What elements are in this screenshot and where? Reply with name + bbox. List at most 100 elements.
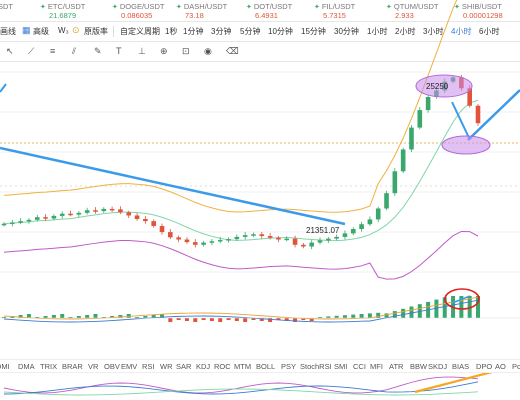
period-30m[interactable]: 30分钟 [334, 27, 359, 36]
ticker-item[interactable]: SDT [0, 2, 13, 21]
bollinger-bands [3, 0, 479, 280]
trash-icon[interactable]: ⌫ [226, 46, 239, 56]
trendline-icon[interactable]: ⟋ [28, 46, 35, 56]
fib-icon[interactable]: ≡ [50, 46, 56, 56]
indicator-tab-wr[interactable]: WR [160, 362, 173, 371]
candle-body [334, 236, 339, 239]
ticker-item[interactable]: ✦ DASH/USDT 73.18 [176, 2, 227, 21]
indicator-tab-boll[interactable]: BOLL [256, 362, 276, 371]
measure-icon[interactable]: ⊥ [138, 46, 146, 56]
macd-bar [251, 318, 256, 320]
lower-band [3, 230, 479, 280]
ticker-item[interactable]: ✦ QTUM/USDT 2.933 [386, 2, 438, 21]
period-6h[interactable]: 6小时 [479, 27, 500, 36]
period-4h[interactable]: 4小时 [451, 27, 472, 36]
indicator-tab-stochrsi[interactable]: StochRSI [300, 362, 332, 371]
draw-button[interactable]: 画线 [0, 27, 16, 36]
indicator-tab-mtm[interactable]: MTM [234, 362, 252, 371]
indicator-tab-psy[interactable]: PSY [281, 362, 297, 371]
macd-bar [51, 315, 56, 318]
lock-icon[interactable]: ⊡ [182, 46, 190, 56]
indicator-tab-skdj[interactable]: SKDJ [428, 362, 448, 371]
indicator-tab-po[interactable]: Po [512, 362, 520, 371]
period-1m[interactable]: 1分钟 [183, 27, 204, 36]
ticker-price: 6.4931 [255, 11, 278, 20]
macd-bar [359, 314, 364, 318]
macd-bar [2, 317, 6, 318]
ticker-item[interactable]: ✦ ETC/USDT 21.6879 [40, 2, 85, 21]
ticker-item[interactable]: ✦ FIL/USDT 5.7315 [314, 2, 355, 21]
advanced-button[interactable]: 高级 [33, 27, 49, 36]
indicator-tab-atr[interactable]: ATR [389, 362, 404, 371]
candle-body [134, 215, 140, 219]
indicator-tab-sar[interactable]: SAR [176, 362, 192, 371]
signal-line [3, 299, 479, 323]
ticker-item[interactable]: ✦ DOGE/USDT 0.086035 [112, 2, 165, 21]
ticker-item[interactable]: ✦ DOT/USDT 6.4931 [246, 2, 293, 21]
period-5m[interactable]: 5分钟 [240, 27, 261, 36]
period-1s[interactable]: 1秒 [165, 27, 178, 36]
indicator-tab-cci[interactable]: CCI [353, 362, 366, 371]
indicator-tab-obv[interactable]: OBV [104, 362, 120, 371]
period-2h[interactable]: 2小时 [395, 27, 416, 36]
macd-bar [268, 318, 273, 322]
grid-icon[interactable]: ▦ [22, 25, 31, 35]
custom-period-button[interactable]: 自定义周期 [120, 27, 160, 36]
ticker-price: 21.6879 [49, 11, 77, 20]
cursor-icon[interactable]: ↖ [6, 46, 14, 56]
text-icon[interactable]: T [116, 46, 122, 56]
macd-bar [85, 315, 90, 318]
ticker-arrow-icon: ✦ [386, 4, 392, 11]
indicator-tab-dmi[interactable]: DMI [0, 362, 10, 371]
original-icon[interactable]: ⊙ [72, 25, 80, 35]
period-3m[interactable]: 3分钟 [211, 27, 232, 36]
macd-bar [409, 306, 414, 318]
middle-band [3, 99, 479, 242]
indicator-tab-ao[interactable]: AO [495, 362, 506, 371]
channel-icon[interactable]: ⫽ [72, 46, 77, 56]
ticker-symbol: ✦ QTUM/USDT [386, 2, 438, 11]
indicator-tab-dma[interactable]: DMA [18, 362, 35, 371]
ticker-symbol-text: DOT/USDT [253, 2, 293, 11]
indicator-tab-brar[interactable]: BRAR [62, 362, 83, 371]
eye-icon[interactable]: ◉ [204, 46, 212, 56]
candle-body [475, 105, 481, 124]
indicator-tab-emv[interactable]: EMV [121, 362, 138, 371]
ticker-symbol-text: DOGE/USDT [119, 2, 165, 11]
indicator-button[interactable]: W₃ [58, 26, 69, 35]
macd-bar [392, 311, 397, 318]
macd-bar [476, 296, 480, 318]
period-3h[interactable]: 3小时 [423, 27, 444, 36]
period-15m[interactable]: 15分钟 [301, 27, 326, 36]
zoom-icon[interactable]: ⊕ [160, 46, 168, 56]
candle-body [217, 239, 223, 242]
indicator-tab-dpo[interactable]: DPO [476, 362, 493, 371]
arrow-down-line [451, 101, 471, 141]
period-10m[interactable]: 10分钟 [268, 27, 293, 36]
macd-line [3, 296, 479, 320]
period-1h[interactable]: 1小时 [367, 27, 388, 36]
indicator-tab-smi[interactable]: SMI [334, 362, 348, 371]
macd-bar [318, 317, 322, 318]
indicator-tab-vr[interactable]: VR [88, 362, 99, 371]
indicator-tab-bbw[interactable]: BBW [410, 362, 428, 371]
indicator-tab-bias[interactable]: BIAS [452, 362, 470, 371]
indicator-tab-trix[interactable]: TRIX [40, 362, 58, 371]
brush-icon[interactable]: ✎ [94, 46, 102, 56]
indicator-tab-rsi[interactable]: RSI [142, 362, 155, 371]
ticker-item[interactable]: ✦ SHIB/USDT 0.00001298 [454, 2, 503, 21]
candle-body [68, 213, 73, 216]
macd-circle [444, 288, 480, 310]
indicator-tab-mfi[interactable]: MFI [370, 362, 383, 371]
ticker-arrow-icon: ✦ [176, 4, 182, 11]
indicator-tab-roc[interactable]: ROC [214, 362, 231, 371]
chart-overlays: 25250 21351.07 [0, 74, 520, 235]
original-button[interactable]: 原版率 [84, 27, 108, 36]
macd-bar [226, 318, 231, 320]
macd-bar [160, 314, 164, 318]
candle-body [350, 229, 356, 234]
candle-body [34, 217, 40, 220]
indicator-tab-kdj[interactable]: KDJ [196, 362, 211, 371]
